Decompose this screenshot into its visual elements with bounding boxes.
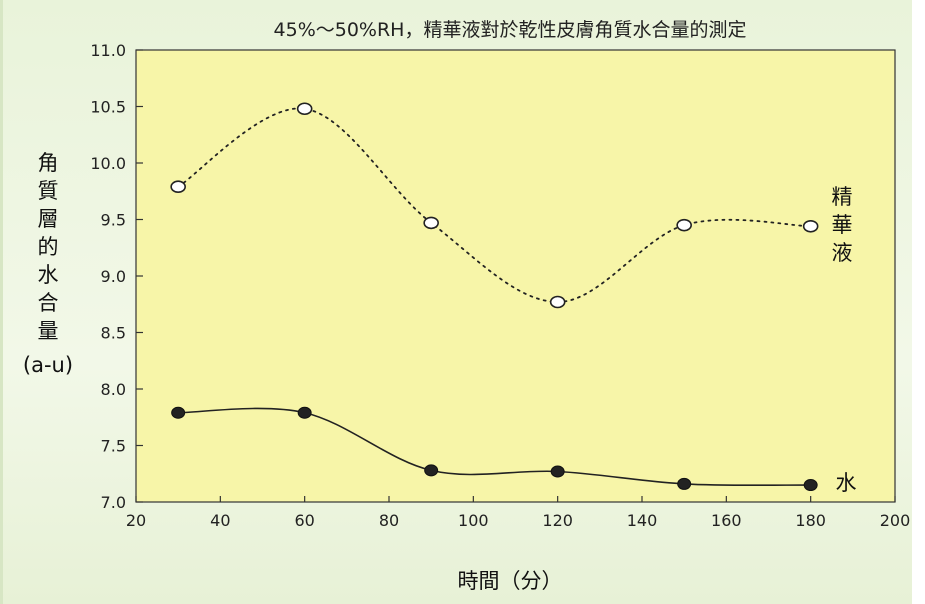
x-tick-label: 120 bbox=[542, 511, 573, 530]
y-label-char: 水 bbox=[38, 263, 59, 287]
serum-series-label: 華 bbox=[832, 213, 853, 237]
series-layer bbox=[170, 102, 819, 492]
y-tick-label: 8.0 bbox=[101, 380, 126, 399]
x-axis-label: 時間（分） bbox=[458, 569, 563, 593]
y-tick-label: 10.0 bbox=[90, 154, 126, 173]
y-label-char: 角 bbox=[38, 151, 59, 175]
water-series-line bbox=[178, 407, 811, 487]
y-tick-label: 9.5 bbox=[101, 211, 126, 230]
y-label-char: (a-u) bbox=[23, 353, 73, 377]
water-data-point bbox=[677, 477, 692, 490]
serum-data-point bbox=[423, 216, 439, 230]
plot-area bbox=[135, 49, 896, 503]
y-label-char: 量 bbox=[38, 319, 59, 343]
y-tick-label: 7.0 bbox=[101, 493, 126, 512]
y-tick-label: 7.5 bbox=[101, 437, 126, 456]
y-label-char: 層 bbox=[38, 207, 59, 231]
scan-edge-right bbox=[912, 0, 925, 604]
serum-series-label: 精 bbox=[832, 185, 853, 209]
water-data-point bbox=[297, 406, 312, 419]
serum-data-point bbox=[170, 180, 186, 194]
y-tick-label: 9.0 bbox=[101, 267, 126, 286]
x-tick-label: 200 bbox=[880, 511, 911, 530]
y-tick-label: 11.0 bbox=[90, 41, 126, 60]
water-data-point bbox=[550, 465, 565, 478]
x-tick-label: 100 bbox=[458, 511, 489, 530]
x-tick-label: 160 bbox=[711, 511, 742, 530]
y-label-char: 的 bbox=[38, 235, 59, 259]
x-tick-label: 80 bbox=[379, 511, 399, 530]
serum-data-point bbox=[802, 219, 819, 233]
x-tick-label: 140 bbox=[627, 511, 658, 530]
y-label-char: 合 bbox=[38, 291, 59, 315]
water-series-label: 水 bbox=[836, 471, 857, 495]
serum-data-point bbox=[296, 102, 313, 116]
scan-edge-left bbox=[0, 0, 3, 604]
y-label-char: 質 bbox=[38, 179, 59, 203]
x-tick-label: 180 bbox=[795, 511, 826, 530]
water-data-point bbox=[803, 479, 818, 492]
y-tick-label: 10.5 bbox=[90, 98, 126, 117]
serum-data-point bbox=[676, 218, 692, 232]
x-tick-label: 60 bbox=[294, 511, 314, 530]
x-axis-ticks: 20 40 60 80 100 120 140 160 180 200 bbox=[126, 496, 910, 530]
x-tick-label: 40 bbox=[210, 511, 230, 530]
chart-title: 45%～50%RH，精華液對於乾性皮膚角質水合量的測定 bbox=[274, 19, 747, 41]
serum-series-label: 液 bbox=[832, 241, 853, 265]
y-tick-label: 8.5 bbox=[101, 324, 126, 343]
serum-data-point bbox=[549, 295, 566, 309]
water-data-point bbox=[424, 464, 439, 477]
x-tick-label: 20 bbox=[126, 511, 146, 530]
water-data-point bbox=[171, 406, 186, 419]
y-axis-ticks: 11.0 10.5 10.0 9.5 9.0 8.5 8.0 7.5 7.0 bbox=[90, 41, 143, 512]
